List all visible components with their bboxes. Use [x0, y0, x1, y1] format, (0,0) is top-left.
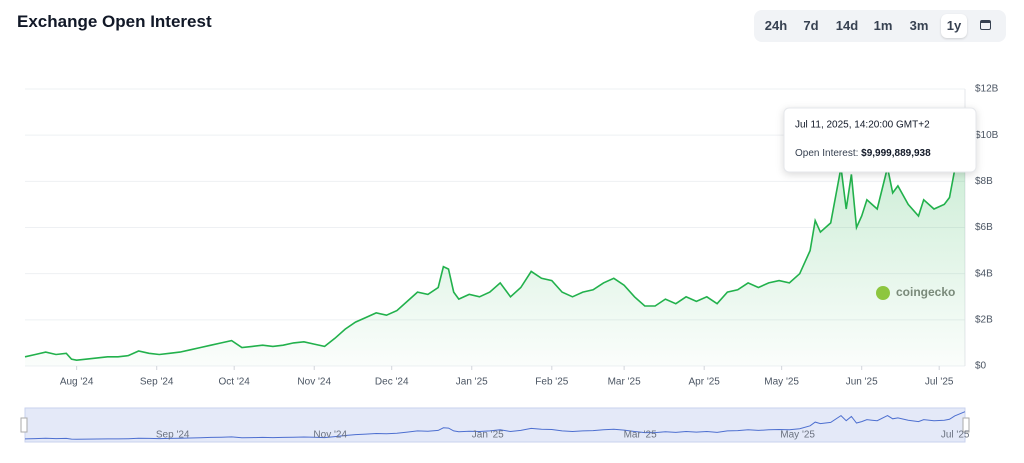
range-button[interactable]: 1m [873, 18, 893, 33]
x-tick-label: Dec '24 [375, 377, 409, 388]
tooltip-colon: : [856, 148, 862, 159]
watermark: coingecko [876, 285, 955, 300]
watermark-text: coingecko [896, 285, 955, 299]
y-tick-label: $0 [975, 361, 987, 372]
navigator-line [24, 411, 966, 440]
y-tick-label: $2B [975, 314, 993, 325]
tooltip-date: Jul 11, 2025, 14:20:00 GMT+2 [795, 120, 930, 131]
x-tick-label: Jan '25 [456, 377, 488, 388]
range-button[interactable]: 1y [941, 14, 967, 38]
navigator-label: Sep '24 [156, 430, 190, 441]
range-button[interactable]: 24h [764, 18, 788, 33]
line [24, 134, 966, 362]
range-button[interactable]: 7d [803, 18, 819, 33]
x-tick-label: Oct '24 [218, 377, 250, 388]
range-button[interactable]: 3m [909, 18, 929, 33]
x-tick-label: Mar '25 [608, 377, 641, 388]
y-tick-label: $8B [975, 176, 993, 187]
page-title: Exchange Open Interest [17, 12, 212, 31]
x-tick-label: Feb '25 [535, 377, 568, 388]
x-tick-label: Aug '24 [60, 377, 94, 388]
y-tick-label: $10B [975, 130, 999, 141]
navigator-handle[interactable] [20, 417, 28, 433]
navigator-label: May '25 [780, 430, 815, 441]
navigator-label: Nov '24 [313, 430, 347, 441]
x-tick-label: Apr '25 [688, 377, 720, 388]
navigator-handle[interactable] [962, 417, 970, 433]
x-tick-label: Sep '24 [140, 377, 174, 388]
tooltip-value: $9,999,889,938 [861, 148, 931, 159]
x-tick-label: Jul '25 [925, 377, 954, 388]
tooltip: Jul 11, 2025, 14:20:00 GMT+2 Open Intere… [783, 107, 977, 173]
range-button[interactable]: 14d [835, 18, 859, 33]
navigator-label: Jul '25 [941, 430, 970, 441]
navigator-label: Jan '25 [472, 430, 504, 441]
x-tick-label: May '25 [764, 377, 799, 388]
area [25, 135, 965, 366]
y-tick-label: $4B [975, 268, 993, 279]
x-tick-label: Nov '24 [297, 377, 331, 388]
tooltip-line: Open Interest: $9,999,889,938 [795, 148, 931, 159]
x-tick-label: Jun '25 [846, 377, 878, 388]
tooltip-label: Open Interest [795, 148, 856, 159]
y-tick-label: $12B [975, 84, 999, 95]
y-tick-label: $6B [975, 222, 993, 233]
navigator-label: Mar '25 [624, 430, 657, 441]
calendar-button[interactable] [980, 20, 991, 30]
